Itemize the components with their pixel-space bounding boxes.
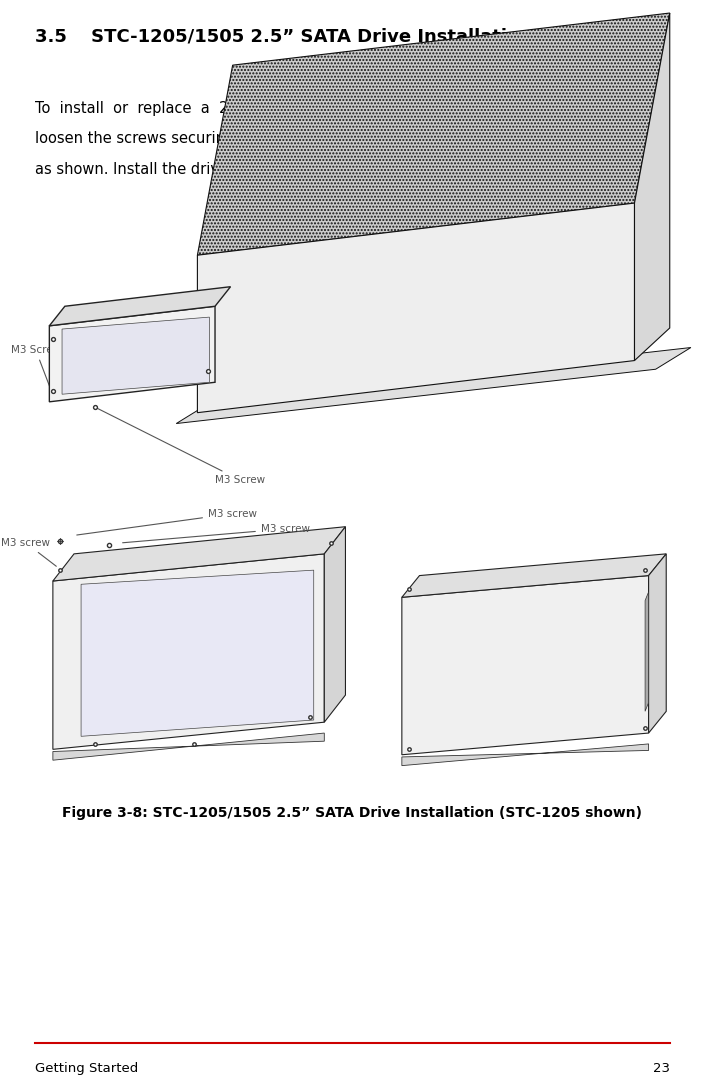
- Text: M3 Screw: M3 Screw: [98, 408, 265, 485]
- Polygon shape: [324, 527, 345, 722]
- Polygon shape: [402, 576, 649, 755]
- Text: To  install  or  replace  a  2.5"  SATA  drive  in  the  STC-1205/1505,: To install or replace a 2.5" SATA drive …: [35, 101, 524, 116]
- Text: M3 screw: M3 screw: [1, 538, 56, 566]
- Text: 23: 23: [653, 1062, 670, 1075]
- Polygon shape: [53, 554, 324, 749]
- Text: Getting Started: Getting Started: [35, 1062, 138, 1075]
- Text: 3.5  STC-1205/1505 2.5” SATA Drive Installation: 3.5 STC-1205/1505 2.5” SATA Drive Instal…: [35, 27, 532, 46]
- Polygon shape: [53, 527, 345, 581]
- Text: Figure 3-8: STC-1205/1505 2.5” SATA Drive Installation (STC-1205 shown): Figure 3-8: STC-1205/1505 2.5” SATA Driv…: [63, 806, 642, 820]
- Text: M3 screw: M3 screw: [123, 523, 310, 543]
- Polygon shape: [62, 317, 209, 394]
- Polygon shape: [402, 744, 649, 766]
- Polygon shape: [81, 570, 314, 736]
- Polygon shape: [49, 306, 215, 402]
- Polygon shape: [649, 554, 666, 733]
- Polygon shape: [197, 13, 670, 255]
- Polygon shape: [634, 13, 670, 361]
- Polygon shape: [49, 287, 231, 326]
- Polygon shape: [402, 554, 666, 597]
- Text: as shown. Install the drive with the screws provided.: as shown. Install the drive with the scr…: [35, 162, 422, 177]
- Text: loosen the screws securing the drive bay bracket from the device: loosen the screws securing the drive bay…: [35, 131, 516, 147]
- Polygon shape: [197, 203, 634, 413]
- Polygon shape: [53, 733, 324, 760]
- Polygon shape: [176, 348, 691, 424]
- Text: M3 Screw: M3 Screw: [11, 344, 61, 391]
- Polygon shape: [645, 592, 649, 711]
- Text: M3 screw: M3 screw: [77, 508, 257, 535]
